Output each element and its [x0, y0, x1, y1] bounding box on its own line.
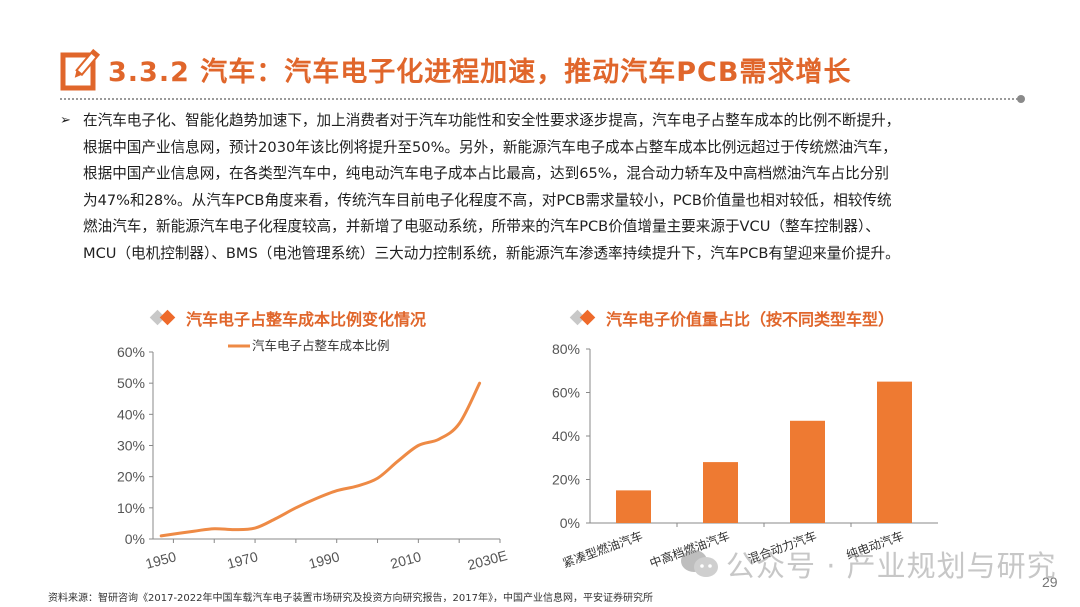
line-chart-axes: 0% 10% 20% 30% 40% 50% 60% 1950 1970 1990 2010 2030… [117, 344, 509, 573]
left-chart-title: 汽车电子占整车成本比例变化情况 [186, 310, 427, 329]
right-chart-heading: 汽车电子价值量占比（按不同类型车型） [569, 306, 895, 330]
svg-text:30%: 30% [117, 438, 145, 454]
legend-label: 汽车电子占整车成本比例 [252, 338, 390, 353]
svg-text:60%: 60% [117, 344, 145, 360]
bar [616, 490, 651, 523]
paragraph-line: 在汽车电子化、智能化趋势加速下，加上消费者对于汽车功能性和安全性要求逐步提高，汽… [83, 112, 901, 129]
line-chart: 汽车电子占整车成本比例 0% 10% 20% 30% 40% 50% 60% 1950 1970… [117, 338, 509, 573]
svg-text:20%: 20% [552, 472, 580, 488]
line-series [159, 381, 482, 538]
diamond-bullet-icon [149, 309, 180, 326]
divider-end-dot [1017, 95, 1025, 103]
svg-text:40%: 40% [552, 428, 580, 444]
svg-text:1950: 1950 [144, 548, 178, 572]
watermark: 公众号 · 产业规划与研究 [680, 543, 1057, 585]
summary-paragraph: ➢ 在汽车电子化、智能化趋势加速下，加上消费者对于汽车功能性和安全性要求逐步提高… [60, 108, 1050, 268]
wechat-icon [680, 548, 720, 580]
svg-text:2010: 2010 [389, 548, 423, 572]
left-chart-heading: 汽车电子占整车成本比例变化情况 [149, 306, 427, 330]
paragraph-line: MCU（电机控制器）、BMS（电池管理系统）三大动力控制系统，新能源汽车渗透率持… [83, 244, 900, 262]
svg-text:0%: 0% [560, 515, 580, 531]
paragraph-line: 根据中国产业信息网，在各类型汽车中，纯电动汽车电子成本占比最高，达到65%，混合… [83, 165, 889, 183]
watermark-text: 公众号 · 产业规划与研究 [726, 549, 1057, 583]
svg-text:50%: 50% [117, 375, 145, 391]
svg-text:1990: 1990 [307, 548, 341, 572]
svg-text:60%: 60% [552, 385, 580, 401]
bar-chart-bars [616, 381, 912, 523]
svg-text:1970: 1970 [225, 548, 259, 572]
paragraph-line: 为47%和28%。从汽车PCB角度来看，传统汽车目前电子化程度不高，对PCB需求… [83, 191, 892, 209]
title-divider [60, 98, 1022, 100]
arrow-bullet-icon: ➢ [60, 113, 71, 128]
svg-text:2030E: 2030E [466, 547, 509, 573]
svg-text:40%: 40% [117, 406, 145, 422]
line-chart-legend: 汽车电子占整车成本比例 [228, 338, 390, 353]
paragraph-line: 燃油汽车，新能源汽车电子化程度较高，并新增了电驱动系统，所带来的汽车PCB价值增… [83, 218, 880, 236]
page-title-bar: 3.3.2 汽车：汽车电子化进程加速，推动汽车PCB需求增长 [60, 44, 851, 94]
bar [790, 420, 825, 523]
page-title: 3.3.2 汽车：汽车电子化进程加速，推动汽车PCB需求增长 [108, 56, 852, 88]
bar [877, 381, 912, 523]
source-note: 资料来源：智研咨询《2017-2022年中国车载汽车电子装置市场研究及投资方向研… [48, 593, 653, 604]
pencil-edit-icon [60, 46, 101, 92]
bar [703, 462, 738, 523]
right-chart-title: 汽车电子价值量占比（按不同类型车型） [606, 310, 895, 329]
paragraph-line: 根据中国产业信息网，预计2030年该比例将提升至50%。另外，新能源汽车电子成本… [83, 138, 897, 156]
page-number: 29 [1042, 574, 1058, 590]
svg-text:10%: 10% [117, 500, 145, 516]
bar-chart: 0%20%40%60%80% 紧凑型燃油汽车 中高档燃油汽车 混合动力汽车 纯电动汽车 [552, 341, 938, 571]
svg-text:0%: 0% [125, 531, 145, 547]
diamond-bullet-icon [569, 309, 600, 326]
svg-text:80%: 80% [552, 341, 580, 357]
category-label: 紧凑型燃油汽车 [560, 528, 644, 571]
svg-text:20%: 20% [117, 469, 145, 485]
